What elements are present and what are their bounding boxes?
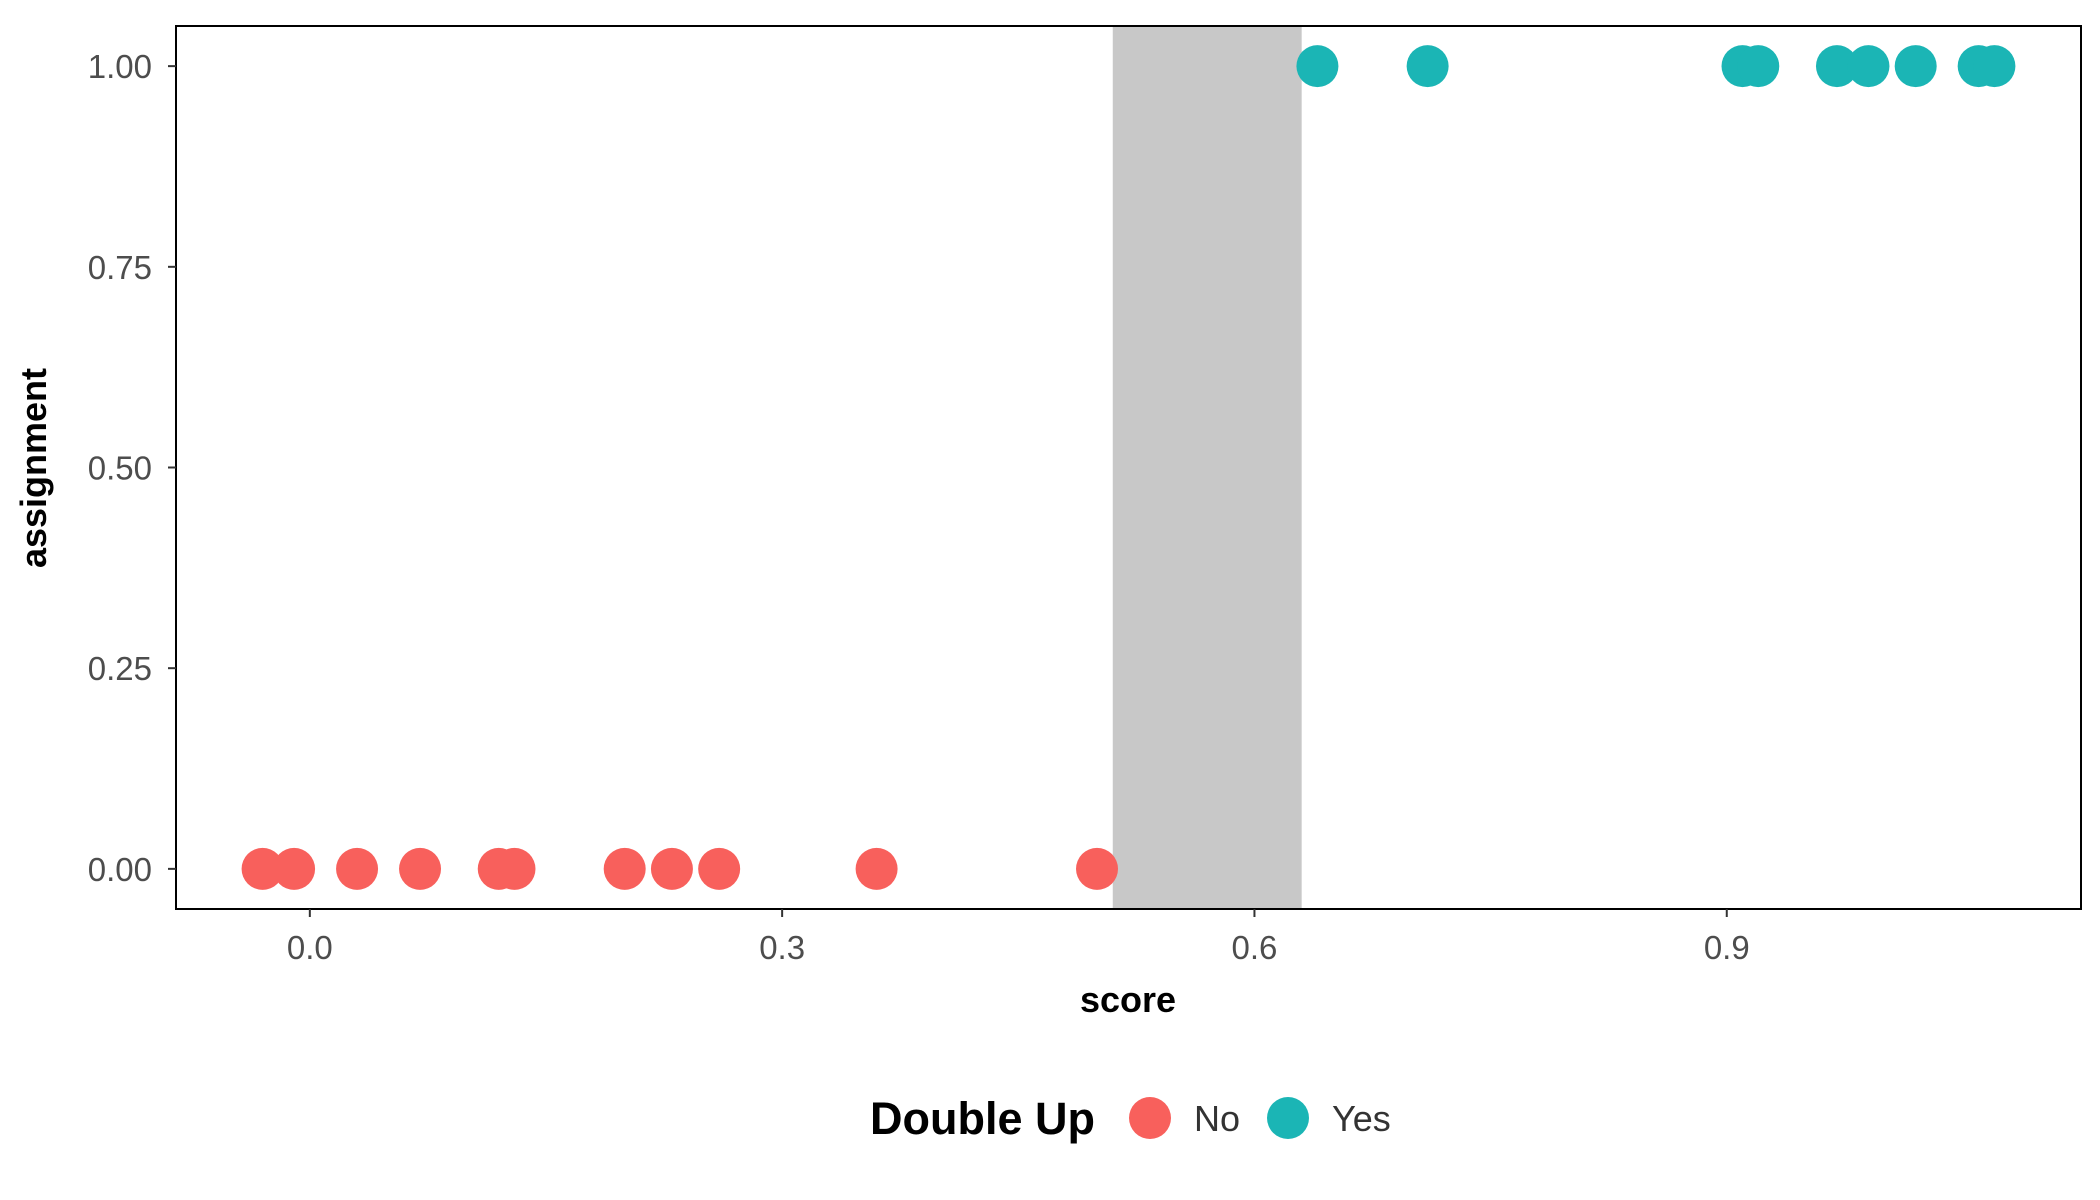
data-point-yes-3 [1737,45,1779,87]
data-point-no-1 [273,848,315,890]
legend-swatch-no [1129,1097,1171,1139]
data-point-no-3 [399,848,441,890]
data-point-no-2 [336,848,378,890]
y-tick-label-0.50: 0.50 [88,450,152,487]
x-tick-label-0.9: 0.9 [1704,929,1750,966]
data-point-no-9 [856,848,898,890]
data-point-no-5 [493,848,535,890]
y-tick-label-1.00: 1.00 [88,48,152,85]
legend-swatch-yes [1267,1097,1309,1139]
data-point-yes-1 [1407,45,1449,87]
data-point-no-6 [604,848,646,890]
data-point-yes-0 [1296,45,1338,87]
x-tick-label-0.0: 0.0 [287,929,333,966]
legend-label-yes: Yes [1332,1098,1391,1139]
data-point-yes-8 [1973,45,2015,87]
data-point-yes-6 [1895,45,1937,87]
x-tick-label-0.6: 0.6 [1232,929,1278,966]
data-point-no-8 [698,848,740,890]
y-tick-label-0.75: 0.75 [88,249,152,286]
x-axis-title: score [1080,979,1176,1020]
shaded-region-layer [1113,26,1302,909]
legend-label-no: No [1194,1098,1240,1139]
data-point-no-10 [1076,848,1118,890]
y-tick-label-0.00: 0.00 [88,851,152,888]
y-tick-label-0.25: 0.25 [88,650,152,687]
y-axis-title: assignment [13,368,54,568]
shaded-region [1113,26,1302,909]
x-tick-label-0.3: 0.3 [759,929,805,966]
data-point-yes-5 [1847,45,1889,87]
legend-title: Double Up [870,1093,1095,1144]
data-point-no-7 [651,848,693,890]
